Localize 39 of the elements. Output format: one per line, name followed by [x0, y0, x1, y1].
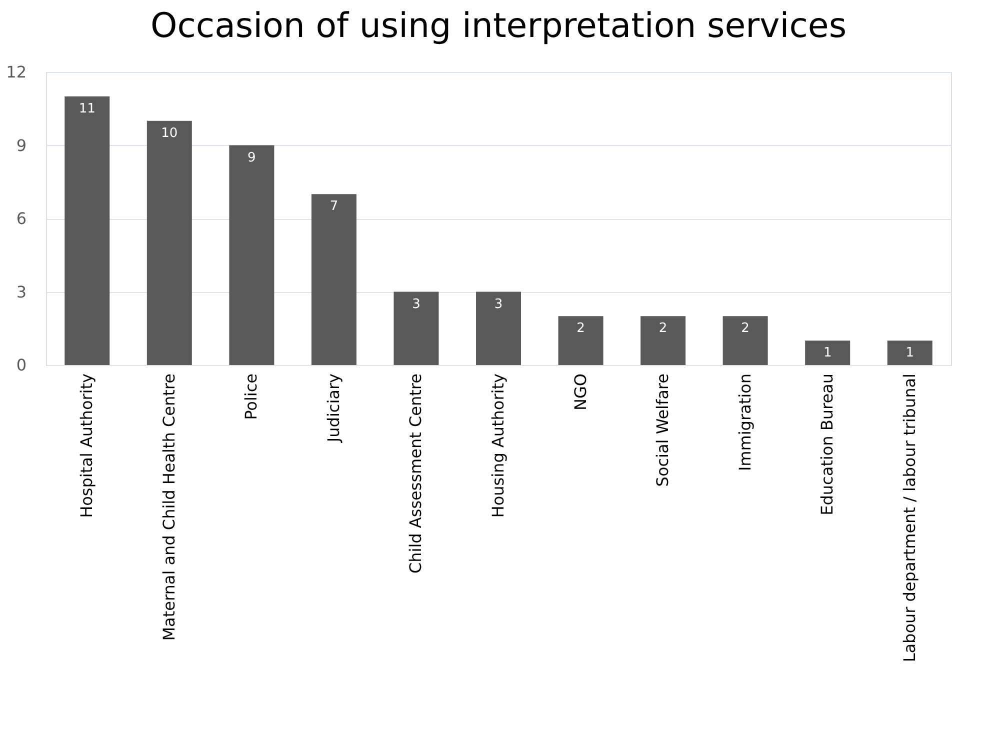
y-tick-label: 3: [16, 282, 26, 302]
chart-title: Occasion of using interpretation services: [150, 6, 847, 46]
x-tick-label: Social Welfare: [653, 374, 672, 487]
bar: [805, 340, 850, 365]
x-tick-label: Housing Authority: [488, 374, 508, 518]
bar: [394, 292, 439, 365]
data-label: 9: [248, 150, 256, 166]
x-tick-label: Immigration: [735, 374, 754, 472]
bar: [887, 340, 932, 365]
x-tick-label: Maternal and Child Health Centre: [159, 374, 178, 641]
bar: [558, 316, 604, 365]
data-label: 3: [494, 296, 503, 312]
x-tick-label: Child Assessment Centre: [406, 374, 426, 574]
data-label: 1: [823, 346, 832, 361]
bar: [722, 316, 768, 365]
bar: [476, 292, 521, 365]
y-tick-label: 9: [16, 136, 26, 155]
x-tick-label: Judiciary: [324, 374, 343, 444]
data-label: 11: [78, 101, 96, 116]
x-tick-label: NGO: [570, 374, 590, 410]
data-label: 1: [906, 346, 914, 361]
data-label: 2: [576, 321, 585, 336]
x-tick-label: Hospital Authority: [77, 374, 96, 518]
data-label: 7: [330, 199, 338, 214]
bar: [640, 316, 686, 365]
y-tick-label: 0: [16, 356, 26, 374]
x-tick-label: Education Bureau: [818, 374, 837, 516]
data-label: 2: [658, 321, 668, 336]
y-tick-label: 6: [16, 209, 26, 228]
bar: [146, 120, 192, 365]
y-tick-label: 12: [6, 62, 26, 82]
bar: [229, 145, 274, 365]
bar: [64, 96, 110, 365]
x-tick-label: Police: [242, 374, 261, 420]
data-label: 2: [741, 321, 750, 336]
bar: [311, 194, 356, 365]
x-tick-label: Labour department / labour tribunal: [900, 374, 919, 662]
data-label: 3: [412, 296, 420, 312]
data-label: 10: [161, 126, 178, 141]
